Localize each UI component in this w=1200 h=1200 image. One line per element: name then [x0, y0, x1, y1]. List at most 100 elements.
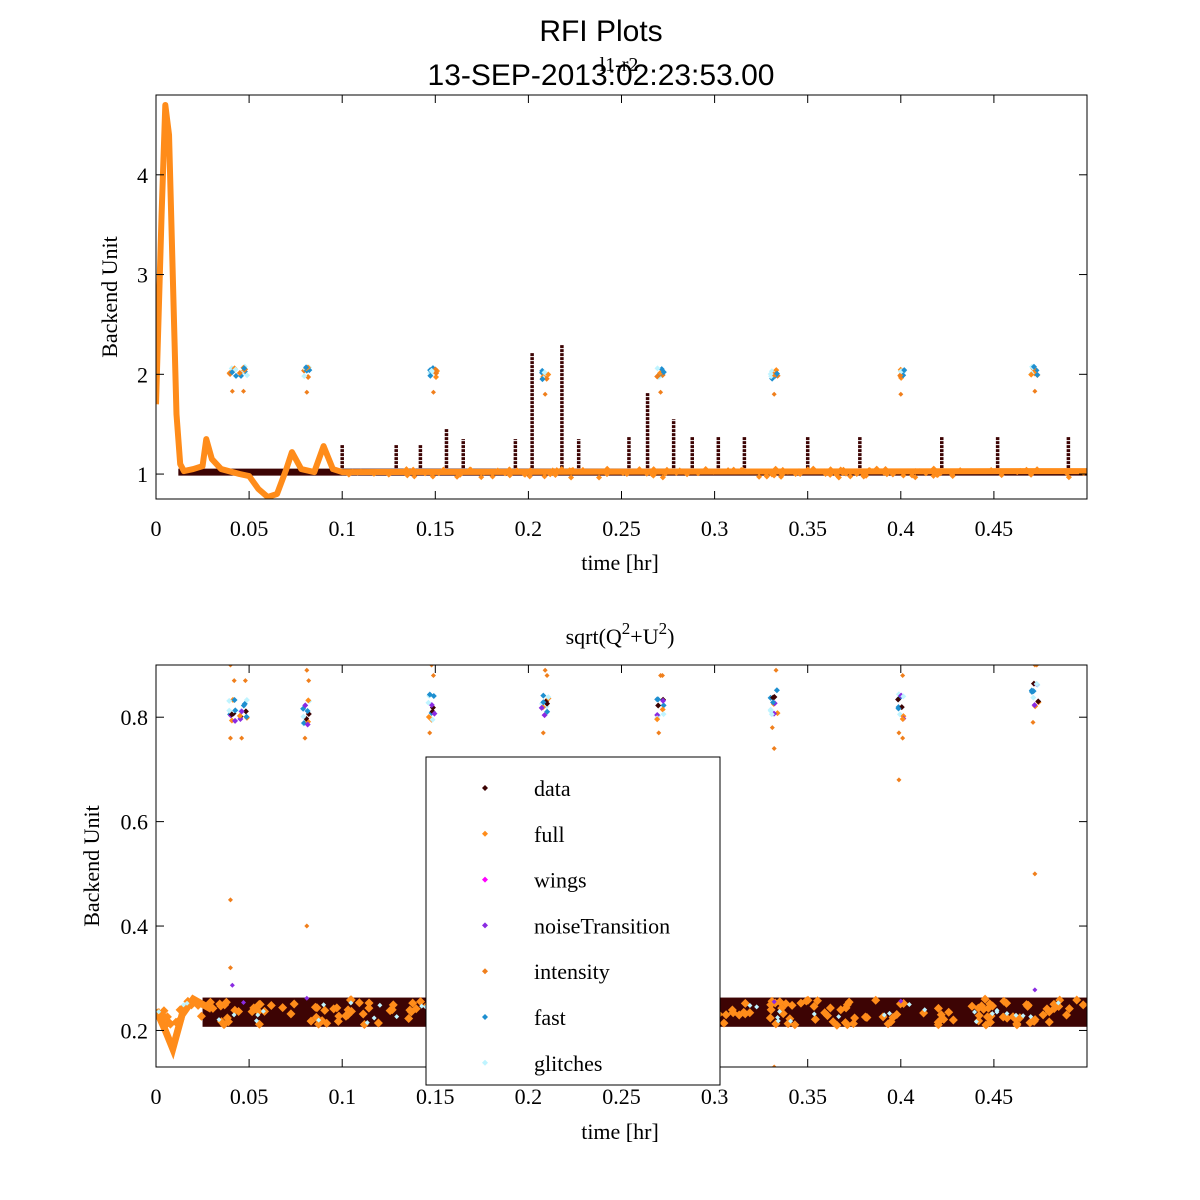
full-point	[478, 474, 485, 481]
flag-outlier	[896, 730, 902, 736]
full-point	[892, 1009, 902, 1019]
flag-point	[545, 694, 552, 701]
full-point	[1049, 999, 1059, 1009]
full-point	[933, 1003, 943, 1013]
full-point	[813, 996, 823, 1006]
flag-point	[767, 370, 774, 377]
full-point	[832, 1020, 842, 1030]
glitch-point	[886, 1010, 892, 1016]
legend-marker-wings	[482, 876, 488, 883]
flag-point	[1028, 371, 1035, 378]
full-point	[254, 1019, 264, 1029]
full-point	[454, 473, 461, 480]
flag-outlier	[229, 388, 235, 394]
flag-point	[655, 702, 662, 709]
full-point	[695, 470, 702, 477]
x-tick-label: 0.15	[416, 1084, 455, 1109]
flag-point	[1033, 680, 1040, 687]
flag-point	[544, 708, 551, 715]
glitch-point	[788, 1018, 794, 1024]
flag-point	[425, 699, 432, 706]
full-point	[1080, 470, 1087, 477]
flag-point	[540, 699, 547, 706]
x-tick-label: 0	[151, 1084, 162, 1109]
glitch-point	[184, 1000, 190, 1006]
full-point	[763, 473, 770, 480]
full-point	[842, 1000, 852, 1010]
full-point	[967, 1001, 977, 1011]
flag-outlier	[1032, 388, 1038, 394]
full-point	[411, 473, 418, 480]
full-point	[596, 474, 603, 481]
flag-point	[426, 691, 433, 698]
bottom-plot-axes: 0 0.05 0.1 0.15 0.2 0.25 0.3 0.35 0.4 0.45 0.2 0.4 0…	[121, 665, 1087, 1109]
outlier-point	[304, 667, 310, 673]
flag-point	[432, 374, 439, 381]
full-point	[406, 1007, 416, 1017]
flag-point	[243, 697, 250, 704]
flag-point	[660, 697, 667, 704]
x-tick-label: 0.45	[975, 516, 1014, 541]
full-point	[604, 471, 611, 478]
flag-point	[243, 713, 250, 720]
full-point	[165, 1019, 175, 1029]
full-point	[329, 1004, 339, 1014]
flag-point	[774, 370, 781, 377]
full-point	[719, 1018, 729, 1028]
full-point	[253, 1007, 263, 1017]
legend-marker-fast	[482, 1014, 488, 1020]
full-point	[357, 468, 364, 475]
full-point	[196, 1011, 206, 1021]
full-point	[1065, 474, 1072, 481]
glitch-point	[972, 1009, 978, 1015]
full-point	[730, 466, 737, 473]
y-tick-label: 4	[137, 163, 148, 188]
full-point	[1061, 468, 1068, 475]
full-point	[772, 465, 779, 472]
flag-point	[539, 376, 546, 383]
glitch-point	[260, 1008, 266, 1014]
flag-point	[244, 372, 251, 379]
full-point	[435, 470, 442, 477]
full-point	[159, 1006, 169, 1016]
outlier-point	[429, 665, 435, 668]
full-point	[489, 469, 496, 476]
flag-point	[660, 369, 667, 376]
flag-point	[305, 697, 312, 704]
flag-point	[301, 373, 308, 380]
flag-point	[431, 710, 438, 717]
full-point	[871, 995, 881, 1005]
full-point	[842, 470, 849, 477]
full-point	[480, 469, 487, 476]
full-point	[333, 1016, 343, 1026]
full-point	[934, 472, 941, 479]
outlier-point	[896, 777, 902, 783]
full-point	[916, 468, 923, 475]
full-point	[1064, 1004, 1074, 1014]
full-point	[778, 471, 785, 478]
glitch-point	[1055, 1000, 1061, 1006]
flag-outlier	[1030, 719, 1036, 725]
full-point	[859, 468, 866, 475]
y-tick-label: 2	[137, 362, 148, 387]
full-point	[403, 466, 410, 473]
full-point	[346, 995, 356, 1005]
full-point	[725, 467, 732, 474]
flag-outlier	[430, 672, 436, 678]
flag-point	[300, 713, 307, 720]
full-point	[980, 994, 990, 1004]
glitch-point	[754, 1004, 760, 1010]
full-point	[623, 470, 630, 477]
legend-marker-data	[482, 785, 488, 791]
full-point	[974, 1016, 984, 1026]
full-point	[341, 1011, 351, 1021]
flag-point	[238, 708, 245, 715]
full-point	[219, 1020, 229, 1030]
full-point	[568, 474, 575, 481]
full-point	[740, 466, 747, 473]
full-point	[310, 1002, 320, 1012]
glitch-point	[321, 1002, 327, 1008]
y-tick-label: 0.4	[121, 914, 149, 939]
full-point	[1038, 1010, 1048, 1020]
full-point	[847, 473, 854, 480]
